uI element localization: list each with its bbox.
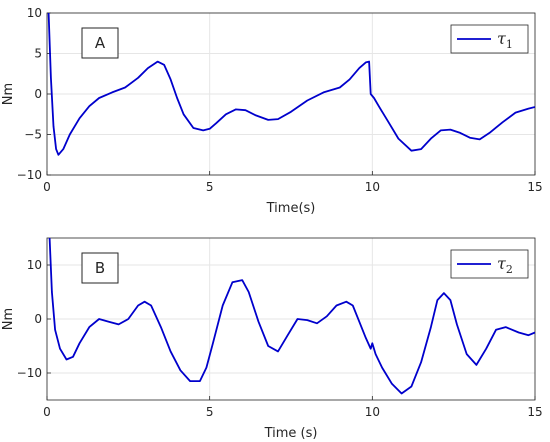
panel-label: A xyxy=(95,34,106,52)
x-axis-label: Time(s) xyxy=(266,201,316,216)
x-tick-label: 10 xyxy=(365,405,380,419)
y-axis-label: Nm xyxy=(1,308,16,330)
series-line-τ2 xyxy=(48,238,535,395)
y-tick-label: 0 xyxy=(34,87,42,101)
panel-label-box xyxy=(81,27,119,59)
panel-label-box xyxy=(81,252,119,284)
series-line-τ1 xyxy=(47,13,535,156)
y-tick-label: −10 xyxy=(17,366,42,380)
x-tick-label: 0 xyxy=(43,405,51,419)
x-tick-label: 5 xyxy=(206,180,214,194)
x-tick-label: 15 xyxy=(527,180,542,194)
y-tick-label: 10 xyxy=(27,258,42,272)
y-tick-label: −10 xyxy=(17,168,42,182)
y-tick-label: 0 xyxy=(34,312,42,326)
y-tick-label: 10 xyxy=(27,6,42,20)
y-tick-label: −5 xyxy=(24,128,42,142)
panel-label: B xyxy=(95,259,105,277)
x-tick-label: 10 xyxy=(365,180,380,194)
x-tick-label: 5 xyxy=(206,405,214,419)
x-axis-label: Time (s) xyxy=(264,426,318,441)
x-tick-label: 15 xyxy=(527,405,542,419)
legend-subscript: 2 xyxy=(506,263,513,276)
x-tick-label: 0 xyxy=(43,180,51,194)
y-axis-label: Nm xyxy=(1,83,16,105)
legend-subscript: 1 xyxy=(506,38,513,51)
y-tick-label: 5 xyxy=(34,47,42,61)
